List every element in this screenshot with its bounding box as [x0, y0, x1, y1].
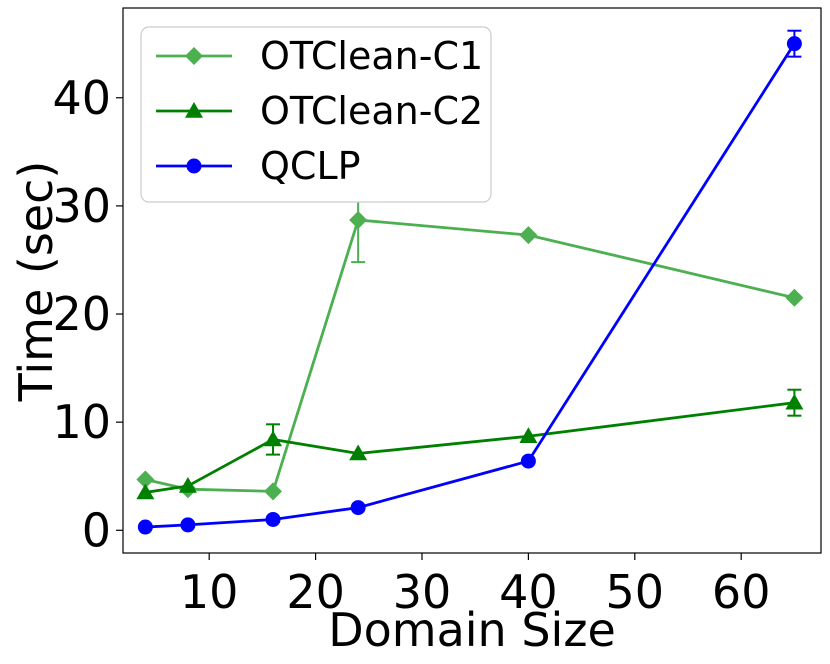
data-point — [519, 427, 538, 443]
legend-marker — [185, 102, 203, 118]
data-point — [350, 500, 366, 516]
data-point — [137, 519, 153, 535]
legend-marker — [185, 47, 203, 65]
legend-label: OTClean-C2 — [260, 89, 483, 133]
x-axis-ticks: 10 20 30 40 50 60 — [180, 553, 771, 619]
x-axis-label: Domain Size — [328, 603, 616, 657]
x-tick-label: 20 — [286, 565, 345, 619]
data-point — [265, 511, 281, 527]
y-tick-label: 0 — [82, 503, 111, 557]
data-point — [786, 36, 802, 52]
y-axis-ticks: 0 10 20 30 40 — [52, 71, 123, 557]
x-tick-label: 60 — [712, 565, 771, 619]
x-tick-label: 50 — [606, 565, 665, 619]
legend-marker — [186, 158, 202, 174]
x-tick-label: 40 — [499, 565, 558, 619]
legend-frame — [140, 26, 492, 203]
x-tick-label: 30 — [393, 565, 452, 619]
y-tick-label: 10 — [52, 395, 111, 449]
data-point — [349, 444, 368, 461]
data-point — [136, 483, 155, 500]
y-tick-label: 20 — [52, 287, 111, 341]
data-point — [178, 476, 197, 493]
data-point — [519, 226, 538, 245]
data-point — [264, 482, 283, 501]
y-tick-label: 40 — [52, 71, 111, 125]
legend-label: OTClean-C1 — [260, 34, 483, 78]
legend: OTClean-C1 OTClean-C2 QCLP — [140, 26, 492, 203]
legend-label: QCLP — [260, 144, 361, 188]
series-otclean-c2 — [136, 388, 804, 500]
y-axis-label: Time (sec) — [9, 161, 63, 403]
x-tick-label: 10 — [180, 565, 239, 619]
data-point — [785, 288, 804, 307]
series-qclp — [137, 29, 802, 535]
series-layer — [136, 29, 804, 535]
data-point — [264, 430, 283, 447]
data-point — [136, 470, 155, 489]
y-tick-label: 30 — [52, 179, 111, 233]
data-point — [180, 517, 196, 533]
series-line — [145, 401, 795, 494]
data-point — [520, 453, 536, 469]
data-point — [785, 393, 804, 410]
data-point — [349, 210, 368, 229]
